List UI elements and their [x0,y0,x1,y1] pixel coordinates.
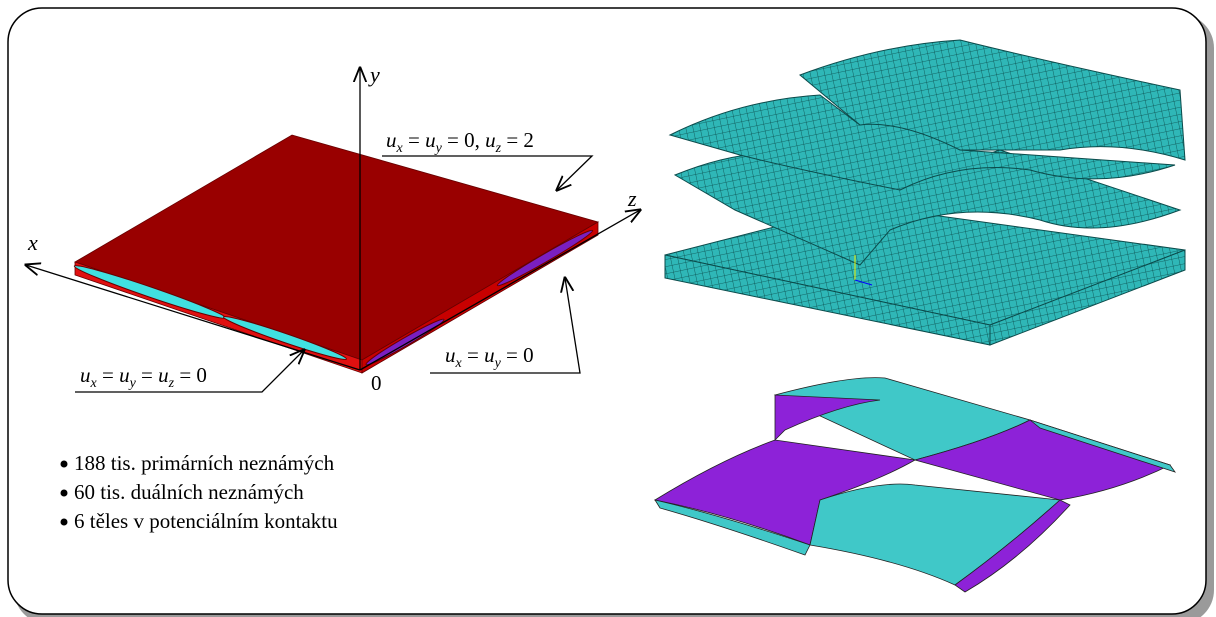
text-part: u [119,363,130,387]
text-part: u [386,128,397,152]
text-part: u [485,128,496,152]
text-part: = 2 [501,128,534,152]
text-part: u [158,363,169,387]
text-part: u [484,343,495,367]
bullet [61,490,68,497]
bullet-text: 6 těles v potenciálním kontaktu [74,509,338,533]
origin-label: 0 [371,371,382,395]
axis-z-label: z [627,186,637,211]
text-part: = [97,363,119,387]
bullet-list: 188 tis. primárních neznámých 60 tis. duá… [61,451,339,533]
text-part: = 0 [501,343,534,367]
text-part: = [462,343,484,367]
text-part: u [80,363,91,387]
bullet-text: 188 tis. primárních neznámých [74,451,335,475]
text-part: = 0, [442,128,485,152]
slide: y x z 0 ux = uy = 0, uz = 2 ux = uy = uz… [0,0,1216,617]
axis-y-label: y [368,62,380,87]
text-part: = 0 [174,363,207,387]
axis-x-label: x [27,230,38,255]
text-part: u [425,128,436,152]
text-part: u [445,343,456,367]
bullet-text: 60 tis. duálních neznámých [74,480,304,504]
text-part: = [403,128,425,152]
condition-top: ux = uy = 0, uz = 2 [386,128,534,156]
condition-left: ux = uy = uz = 0 [80,363,207,391]
text-part: = [136,363,158,387]
bullet [61,519,68,526]
bullet [61,461,68,468]
